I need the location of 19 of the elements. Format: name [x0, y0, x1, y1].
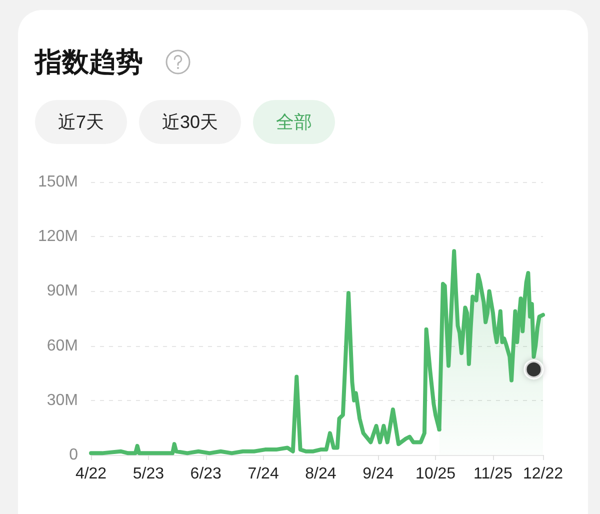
y-tick-label: 150M — [38, 174, 78, 190]
y-tick-label: 30M — [46, 392, 78, 409]
x-tick-label: 5/23 — [132, 466, 164, 482]
y-tick-label: 90M — [46, 282, 78, 300]
x-tick-label: 4/22 — [75, 466, 107, 482]
x-tick-label: 9/24 — [362, 466, 394, 482]
y-tick-label: 60M — [46, 337, 78, 354]
chart-title: 指数趋势 — [35, 46, 143, 79]
x-tick-label: 11/25 — [474, 466, 513, 482]
text: 近30天 — [139, 100, 242, 144]
x-tick-label: 10/25 — [416, 466, 456, 482]
x-tick-label: 12/22 — [522, 466, 564, 482]
x-tick-label: 7/24 — [248, 466, 279, 482]
x-tick-label: 6/23 — [190, 466, 222, 482]
text: 全部 — [253, 100, 336, 144]
y-tick-label: 120M — [38, 228, 78, 246]
x-tick-label: 8/24 — [305, 466, 336, 482]
text: 近7天 — [35, 100, 128, 144]
y-tick-label: 0 — [69, 446, 78, 464]
